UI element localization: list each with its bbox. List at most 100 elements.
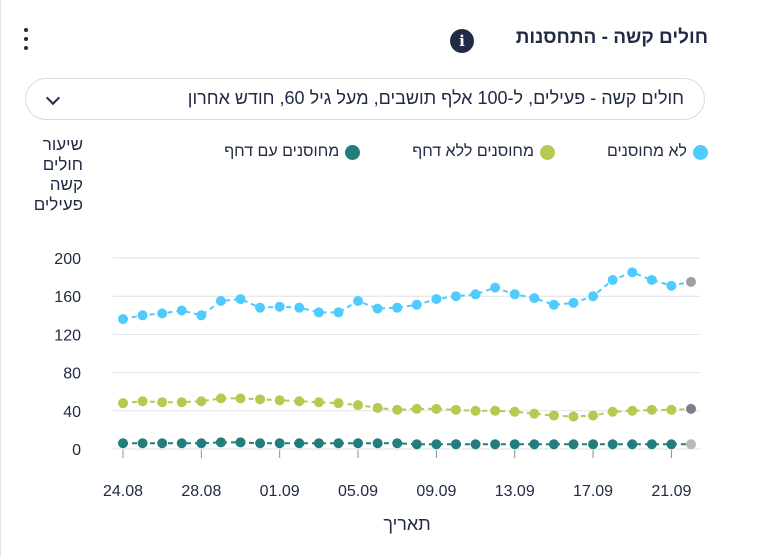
data-point — [333, 438, 344, 449]
data-point — [627, 439, 638, 450]
info-icon[interactable]: i — [450, 29, 474, 53]
legend-item-unvaccinated[interactable]: לא מחוסנים — [607, 143, 708, 161]
data-point — [470, 405, 481, 416]
legend-dot-vaccinated-no-booster — [539, 144, 555, 160]
x-axis-title: תאריך — [383, 514, 430, 534]
data-point — [235, 294, 246, 305]
data-point — [313, 307, 324, 318]
legend-dot-unvaccinated — [693, 144, 708, 160]
data-point — [255, 438, 266, 449]
data-point — [235, 437, 246, 448]
data-point — [450, 291, 461, 302]
data-point — [392, 438, 403, 449]
data-point — [490, 282, 501, 293]
data-point — [353, 295, 364, 306]
more-options-icon[interactable] — [21, 28, 31, 50]
data-point — [646, 274, 657, 285]
data-point — [392, 404, 403, 415]
series-line — [122, 397, 692, 418]
data-point — [568, 297, 579, 308]
data-point — [176, 438, 187, 449]
x-tick-label: 01.09 — [260, 483, 300, 500]
data-point — [509, 406, 520, 417]
metric-select-value: חולים קשה - פעילים, ל-100 אלף תושבים, מע… — [187, 88, 684, 108]
data-point — [176, 397, 187, 408]
y-axis-title: שיעור חולים קשה פעילים — [33, 135, 83, 214]
series-line — [123, 441, 691, 446]
x-tick-label: 17.09 — [573, 483, 613, 500]
data-point — [313, 438, 324, 449]
data-point — [118, 398, 128, 409]
data-point — [548, 439, 559, 450]
data-point — [411, 403, 422, 414]
y-tick-label: 120 — [54, 327, 81, 344]
data-point — [686, 276, 696, 287]
metric-select[interactable]: חולים קשה - פעילים, ל-100 אלף תושבים, מע… — [25, 78, 705, 120]
legend: לא מחוסנים מחוסנים ללא דחף מחוסנים עם דח… — [224, 141, 708, 163]
data-point — [666, 280, 677, 291]
data-point — [666, 404, 677, 415]
data-point — [294, 302, 305, 313]
data-point — [392, 302, 403, 313]
data-point — [686, 439, 696, 450]
data-point — [274, 438, 285, 449]
data-point — [353, 400, 364, 411]
data-point — [196, 310, 207, 321]
data-point — [157, 397, 168, 408]
data-point — [548, 299, 559, 310]
data-point — [137, 310, 148, 321]
data-point — [411, 299, 422, 310]
legend-label-unvaccinated: לא מחוסנים — [606, 143, 687, 160]
data-point — [490, 405, 501, 416]
data-point — [529, 408, 540, 419]
data-point — [588, 410, 599, 421]
data-point — [607, 406, 618, 417]
data-point — [215, 295, 226, 306]
data-point — [137, 438, 148, 449]
data-point — [607, 274, 618, 285]
data-point — [529, 439, 540, 450]
data-point — [274, 301, 285, 312]
data-point — [274, 395, 285, 406]
data-point — [470, 439, 481, 450]
data-point — [646, 439, 657, 450]
data-point — [607, 439, 618, 450]
data-point — [333, 398, 344, 409]
data-point — [431, 439, 442, 450]
y-tick-label: 80 — [63, 366, 81, 383]
legend-item-vaccinated-no-booster[interactable]: מחוסנים ללא דחף — [412, 143, 555, 161]
data-point — [157, 308, 168, 319]
data-point — [215, 393, 226, 404]
y-tick-label: 0 — [72, 442, 81, 459]
data-point — [196, 438, 207, 449]
card-title: חולים קשה - התחסנות — [515, 27, 708, 48]
data-point — [529, 293, 540, 304]
data-point — [255, 394, 266, 405]
data-point — [294, 396, 305, 407]
data-point — [588, 439, 599, 450]
legend-label-vaccinated-booster: מחוסנים עם דחף — [224, 143, 340, 160]
data-point — [431, 403, 442, 414]
y-tick-label: 40 — [63, 404, 81, 421]
data-point — [137, 396, 148, 407]
y-tick-label: 160 — [54, 289, 81, 306]
data-point — [294, 438, 305, 449]
data-point — [666, 439, 677, 450]
data-point — [490, 439, 501, 450]
data-point — [450, 439, 461, 450]
data-point — [118, 438, 128, 449]
data-point — [215, 437, 226, 448]
data-point — [372, 303, 383, 314]
legend-item-vaccinated-booster[interactable]: מחוסנים עם דחף — [224, 143, 361, 161]
data-point — [313, 397, 324, 408]
data-point — [686, 403, 696, 414]
data-point — [157, 438, 168, 449]
x-tick-label: 09.09 — [416, 483, 456, 500]
data-point — [353, 438, 364, 449]
x-tick-label: 28.08 — [181, 483, 221, 500]
data-point — [470, 289, 481, 300]
data-point — [450, 404, 461, 415]
data-point — [588, 291, 599, 302]
